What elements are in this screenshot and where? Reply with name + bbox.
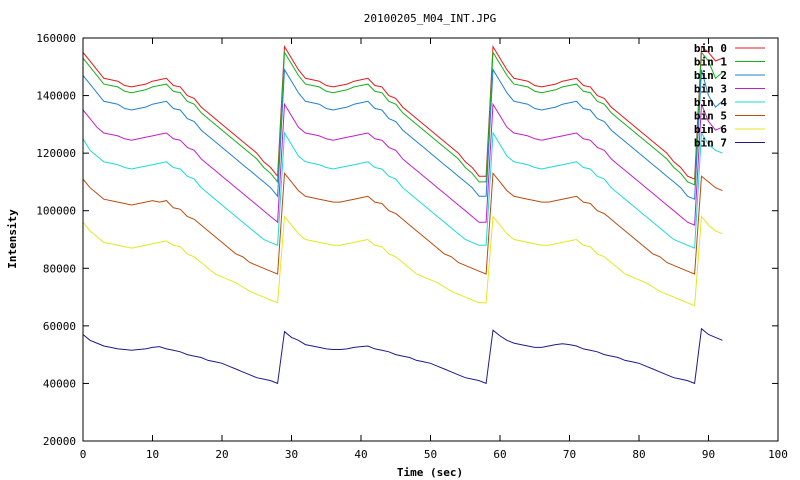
series-line-bin-3 [82, 102, 723, 226]
y-tick-label: 100000 [36, 205, 76, 218]
x-tick-label: 90 [702, 448, 715, 461]
x-tick-label: 40 [354, 448, 367, 461]
x-tick-label: 70 [563, 448, 576, 461]
x-tick-label: 80 [632, 448, 645, 461]
legend-label-bin-2: bin 2 [694, 69, 727, 82]
y-tick-label: 20000 [43, 435, 76, 448]
y-tick-label: 40000 [43, 377, 76, 390]
x-tick-label: 100 [768, 448, 788, 461]
legend-label-bin-6: bin 6 [694, 123, 727, 136]
legend-label-bin-1: bin 1 [694, 56, 727, 69]
series-line-bin-5 [82, 172, 723, 275]
chart-title: 20100205_M04_INT.JPG [364, 12, 496, 25]
legend-label-bin-7: bin 7 [694, 137, 727, 150]
series-line-bin-2 [82, 68, 723, 200]
legend-label-bin-3: bin 3 [694, 83, 727, 96]
x-tick-label: 30 [285, 448, 298, 461]
x-tick-label: 0 [80, 448, 87, 461]
x-tick-label: 50 [424, 448, 437, 461]
series-line-bin-7 [82, 327, 723, 385]
y-axis-label: Intensity [6, 209, 19, 269]
y-tick-label: 160000 [36, 32, 76, 45]
series-line-bin-4 [82, 131, 723, 249]
y-tick-label: 80000 [43, 262, 76, 275]
y-tick-label: 140000 [36, 90, 76, 103]
legend-label-bin-5: bin 5 [694, 110, 727, 123]
x-tick-label: 10 [146, 448, 159, 461]
series-line-bin-0 [82, 44, 723, 180]
y-axis: 20000 40000 60000 80000 100000 120000 140000 16… [36, 32, 778, 448]
x-axis: 0 10 20 30 40 50 60 70 80 90 100 [80, 38, 788, 461]
series-line-bin-1 [82, 50, 723, 186]
legend-label-bin-4: bin 4 [694, 96, 727, 109]
y-tick-label: 120000 [36, 147, 76, 160]
x-tick-label: 20 [215, 448, 228, 461]
x-tick-label: 60 [493, 448, 506, 461]
series-group [82, 44, 723, 385]
series-line-bin-6 [82, 215, 723, 307]
y-tick-label: 60000 [43, 320, 76, 333]
x-axis-label: Time (sec) [397, 466, 463, 479]
legend-label-bin-0: bin 0 [694, 42, 727, 55]
